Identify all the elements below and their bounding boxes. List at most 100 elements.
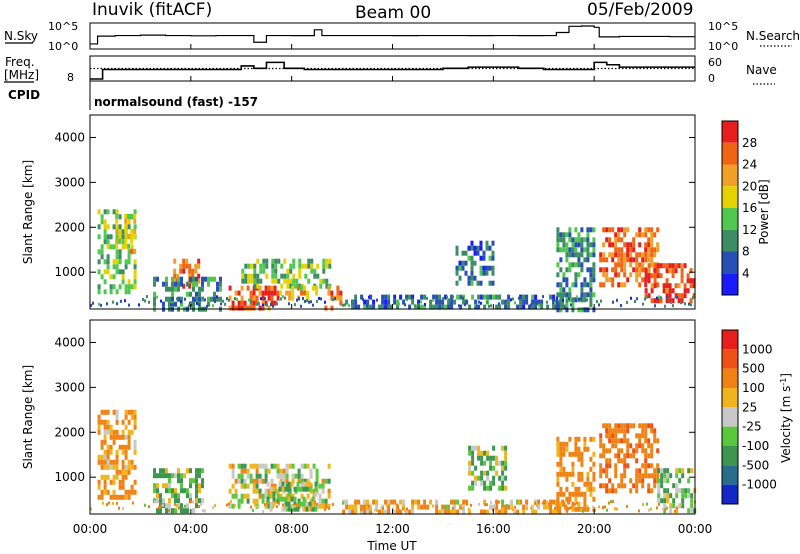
heatmap-cell	[592, 451, 596, 457]
heatmap-cell	[115, 474, 119, 480]
heatmap-cell	[121, 274, 125, 280]
heatmap-cell	[127, 444, 131, 450]
heatmap-cell	[369, 294, 373, 300]
heatmap-cell	[314, 491, 318, 497]
heatmap-cell	[462, 509, 466, 515]
heatmap-cell	[121, 449, 125, 455]
heatmap-cell	[614, 438, 618, 444]
heatmap-cell	[644, 232, 648, 238]
heatmap-cell	[127, 233, 131, 239]
heatmap-cell	[614, 252, 618, 258]
heatmap-cell	[177, 478, 180, 484]
power-heatmap-cells	[90, 209, 696, 313]
heatmap-cell	[264, 297, 266, 301]
heatmap-cell	[300, 304, 302, 308]
heatmap-cell	[132, 501, 134, 505]
heatmap-cell	[589, 287, 593, 293]
heatmap-cell	[384, 304, 388, 310]
heatmap-cell	[605, 488, 609, 494]
heatmap-cell	[571, 501, 575, 507]
heatmap-cell	[314, 500, 316, 504]
heatmap-cell	[344, 500, 346, 504]
heatmap-cell	[330, 295, 334, 301]
heatmap-cell	[674, 283, 678, 289]
heatmap-cell	[324, 503, 328, 509]
heatmap-cell	[453, 499, 457, 505]
heatmap-cell	[456, 294, 460, 300]
heatmap-cell	[592, 436, 596, 442]
heatmap-cell	[270, 300, 274, 306]
heatmap-cell	[121, 434, 125, 440]
heatmap-cell	[312, 463, 316, 469]
heatmap-cell	[210, 296, 213, 302]
heatmap-cell	[526, 301, 528, 305]
heatmap-cell	[629, 247, 633, 253]
heatmap-cell	[246, 468, 250, 474]
heatmap-cell	[556, 227, 560, 233]
heatmap-cell	[158, 505, 160, 509]
heatmap-cell	[262, 268, 266, 274]
heatmap-cell	[602, 468, 606, 474]
heatmap-cell	[641, 232, 645, 238]
heatmap-cell	[231, 305, 235, 311]
heatmap-cell	[354, 294, 358, 300]
heatmap-cell	[124, 213, 128, 219]
heatmap-cell	[562, 247, 566, 253]
heatmap-cell	[641, 478, 645, 484]
heatmap-cell	[106, 459, 110, 465]
heatmap-cell	[267, 468, 271, 474]
heatmap-cell	[103, 489, 107, 495]
heatmap-cell	[653, 428, 657, 434]
heatmap-cell	[620, 282, 624, 288]
heatmap-cell	[467, 275, 471, 281]
heatmap-cell	[680, 301, 682, 305]
heatmap-cell	[112, 209, 116, 215]
heatmap-cell	[485, 245, 489, 251]
heatmap-cell	[512, 508, 514, 512]
heatmap-cell	[241, 273, 245, 279]
heatmap-cell	[290, 496, 294, 502]
heatmap-cell	[231, 300, 235, 306]
heatmap-cell	[666, 295, 668, 299]
heatmap-cell	[174, 508, 177, 514]
heatmap-cell	[118, 494, 122, 500]
heatmap-cell	[316, 502, 318, 506]
heatmap-cell	[265, 273, 269, 279]
heatmap-cell	[486, 475, 490, 481]
heatmap-cell	[678, 468, 682, 474]
heatmap-cell	[192, 276, 195, 282]
heatmap-cell	[617, 257, 621, 263]
heatmap-cell	[198, 488, 201, 494]
heatmap-cell	[185, 258, 189, 264]
heatmap-cell	[513, 509, 517, 515]
heatmap-cell	[281, 496, 285, 502]
heatmap-cell	[486, 485, 490, 491]
heatmap-cell	[476, 250, 480, 256]
heatmap-cell	[580, 242, 584, 248]
heatmap-cell	[647, 463, 651, 469]
heatmap-cell	[133, 279, 137, 285]
heatmap-cell	[617, 272, 621, 278]
heatmap-cell	[589, 436, 593, 442]
heatmap-cell	[244, 273, 248, 279]
heatmap-cell	[623, 267, 627, 273]
heatmap-cell	[669, 493, 673, 499]
heatmap-cell	[387, 294, 391, 300]
colorbar-segment	[722, 273, 738, 295]
heatmap-cell	[202, 509, 204, 513]
heatmap-cell	[100, 489, 104, 495]
heatmap-cell	[683, 293, 687, 299]
heatmap-cell	[677, 283, 681, 289]
heatmap-cell	[420, 300, 422, 304]
heatmap-cell	[103, 454, 107, 460]
heatmap-cell	[460, 295, 462, 299]
heatmap-cell	[571, 242, 575, 248]
heatmap-cell	[252, 508, 254, 512]
heatmap-cell	[156, 473, 159, 479]
heatmap-cell	[324, 305, 328, 311]
heatmap-cell	[268, 500, 270, 504]
heatmap-cell	[271, 278, 275, 284]
heatmap-cell	[321, 483, 325, 489]
heatmap-cell	[424, 303, 426, 306]
